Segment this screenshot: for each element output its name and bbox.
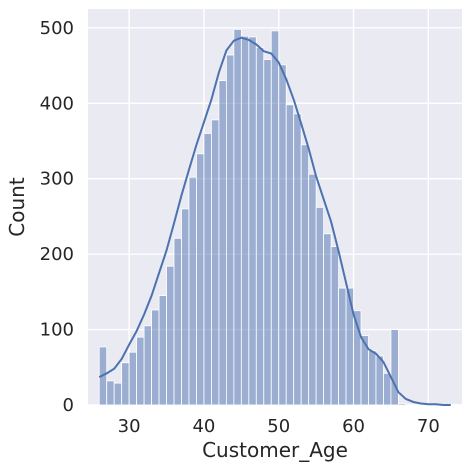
histogram-bar <box>158 295 167 406</box>
histogram-bar <box>173 237 182 406</box>
kde-line <box>98 36 451 406</box>
histogram-bar <box>390 329 399 406</box>
histogram-bar <box>143 325 152 406</box>
y-tick-label: 500 <box>40 18 74 39</box>
histogram-bar <box>121 362 130 406</box>
x-axis-label: Customer_Age <box>202 438 348 462</box>
histogram-bar <box>225 54 235 406</box>
histogram-bar <box>278 64 287 406</box>
histogram-bar <box>106 380 115 406</box>
histogram-bar <box>248 36 257 406</box>
bars-layer <box>98 28 459 406</box>
histogram-bar <box>263 59 272 406</box>
x-tick-labels: 30 40 50 60 70 <box>118 416 440 437</box>
histogram-bar <box>255 47 265 406</box>
histogram-bar <box>315 206 325 406</box>
histogram-bar <box>368 350 377 406</box>
y-tick-label: 300 <box>40 169 74 190</box>
x-tick-label: 60 <box>342 416 365 437</box>
histogram-bar <box>240 35 250 406</box>
histogram-bar <box>196 153 205 406</box>
histogram-bar <box>338 287 347 406</box>
histogram-bar <box>233 28 242 406</box>
histogram-bar <box>166 265 175 406</box>
histogram-bar <box>181 208 190 406</box>
histogram-bar <box>293 113 302 406</box>
histogram-bar <box>383 372 392 406</box>
histogram-bar <box>136 336 145 406</box>
histogram-bar <box>323 233 332 406</box>
y-tick-label: 0 <box>63 395 74 416</box>
y-axis-label: Count <box>5 177 29 237</box>
histogram-bar <box>151 309 160 406</box>
histogram-bar <box>203 133 212 406</box>
histogram-bar <box>450 403 459 406</box>
x-tick-label: 40 <box>192 416 215 437</box>
histogram-bar <box>188 176 197 406</box>
x-tick-label: 70 <box>417 416 440 437</box>
y-tick-label: 200 <box>40 244 74 265</box>
histogram-bar <box>375 355 384 406</box>
histogram-bar <box>270 30 280 406</box>
histogram-bar <box>218 80 227 406</box>
histogram-bar <box>300 144 310 406</box>
y-tick-label: 400 <box>40 93 74 114</box>
x-tick-label: 50 <box>267 416 290 437</box>
histogram-bar <box>113 382 123 406</box>
y-tick-labels: 0 100 200 300 400 500 <box>40 18 74 416</box>
histogram-bar <box>128 351 138 406</box>
x-tick-label: 30 <box>118 416 141 437</box>
histogram-bar <box>211 119 220 406</box>
histogram-bar <box>330 246 339 406</box>
histogram-bar <box>398 403 407 406</box>
histogram-bar <box>308 173 317 406</box>
histogram-bar <box>285 104 295 406</box>
y-tick-label: 100 <box>40 320 74 341</box>
